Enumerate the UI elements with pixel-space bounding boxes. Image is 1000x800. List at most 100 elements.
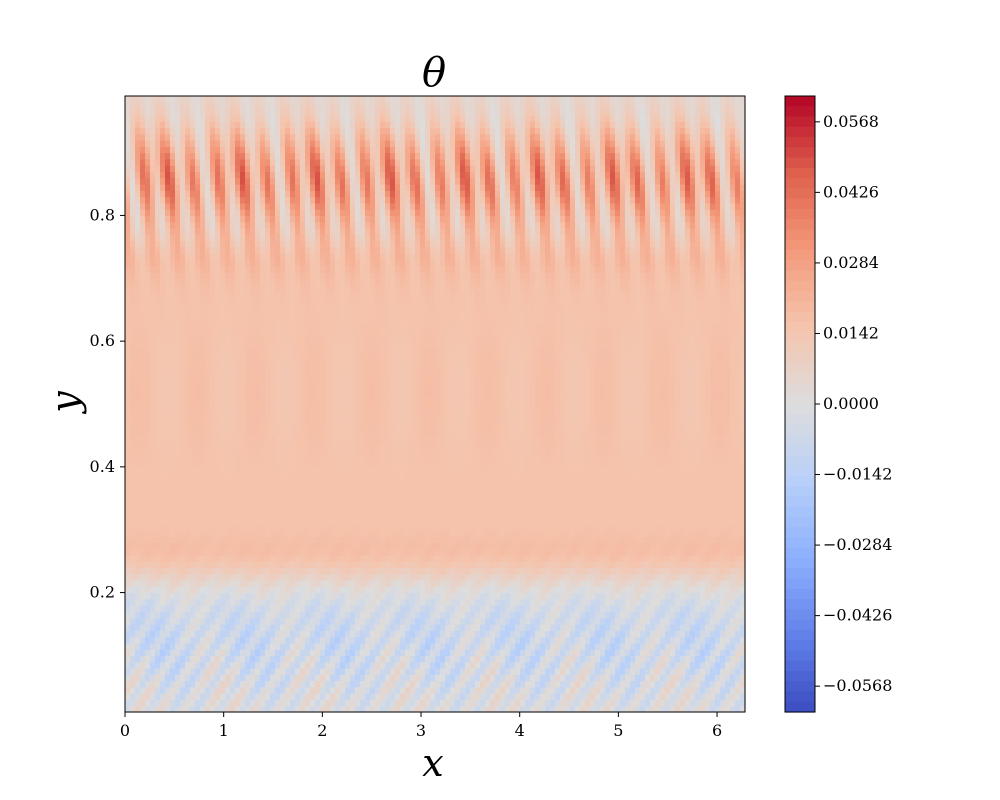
heatmap-cell	[190, 705, 196, 713]
heatmap-cell	[705, 492, 711, 499]
heatmap-cell	[675, 466, 681, 474]
heatmap-cell	[340, 536, 346, 543]
heatmap-cell	[400, 680, 406, 688]
heatmap-cell	[415, 598, 421, 606]
heatmap-cell	[635, 586, 641, 594]
heatmap-cell	[640, 573, 646, 581]
heatmap-cell	[455, 705, 461, 713]
heatmap-cell	[570, 466, 576, 474]
heatmap-cell	[360, 674, 366, 682]
heatmap-cell	[630, 517, 636, 525]
heatmap-cell	[380, 504, 386, 512]
heatmap-cell	[180, 649, 186, 657]
heatmap-cell	[495, 517, 501, 525]
heatmap-cell	[705, 523, 711, 531]
heatmap-cell	[135, 580, 141, 587]
heatmap-cell	[130, 598, 136, 606]
heatmap-cell	[310, 636, 316, 644]
heatmap-cell	[315, 649, 321, 657]
heatmap-cell	[410, 523, 416, 531]
heatmap-cell	[625, 661, 631, 669]
heatmap-cell	[565, 580, 571, 587]
heatmap-cell	[280, 498, 286, 506]
heatmap-cell	[720, 693, 726, 701]
heatmap-cell	[225, 617, 231, 625]
heatmap-cell	[685, 479, 691, 487]
heatmap-cell	[685, 498, 691, 506]
heatmap-cell	[320, 586, 326, 594]
heatmap-cell	[445, 661, 451, 669]
heatmap-cell	[265, 492, 271, 499]
heatmap-cell	[200, 498, 206, 506]
heatmap-cell	[495, 479, 501, 487]
heatmap-cell	[555, 492, 561, 499]
heatmap-cell	[315, 686, 321, 694]
heatmap-cell	[295, 611, 301, 619]
heatmap-cell	[185, 580, 191, 587]
heatmap-cell	[135, 586, 141, 594]
heatmap-cell	[295, 649, 301, 657]
heatmap-cell	[585, 586, 591, 594]
heatmap-cell	[350, 611, 356, 619]
heatmap-cell	[570, 548, 576, 556]
heatmap-cell	[300, 693, 306, 701]
heatmap-cell	[665, 686, 671, 694]
heatmap-cell	[350, 655, 356, 663]
heatmap-cell	[125, 510, 131, 518]
heatmap-cell	[400, 592, 406, 600]
heatmap-cell	[190, 498, 196, 506]
heatmap-cell	[600, 680, 606, 688]
heatmap-cell	[575, 485, 581, 493]
heatmap-cell	[230, 705, 236, 713]
heatmap-cell	[500, 567, 506, 575]
heatmap-cell	[420, 529, 426, 537]
heatmap-cell	[460, 573, 466, 581]
heatmap-cell	[470, 517, 476, 525]
heatmap-cell	[340, 485, 346, 493]
heatmap-cell	[675, 523, 681, 531]
heatmap-cell	[240, 693, 246, 701]
heatmap-cell	[415, 504, 421, 512]
heatmap-cell	[375, 699, 381, 707]
heatmap-cell	[255, 517, 261, 525]
heatmap-cell	[155, 649, 161, 657]
heatmap-cell	[665, 624, 671, 631]
heatmap-cell	[620, 504, 626, 512]
heatmap-cell	[220, 479, 226, 487]
heatmap-cell	[655, 655, 661, 663]
heatmap-cell	[230, 529, 236, 537]
heatmap-cell	[350, 680, 356, 688]
heatmap-cell	[215, 479, 221, 487]
heatmap-cell	[420, 504, 426, 512]
heatmap-cell	[455, 479, 461, 487]
heatmap-cell	[530, 510, 536, 518]
heatmap-cell	[685, 554, 691, 562]
heatmap-cell	[690, 510, 696, 518]
heatmap-cell	[365, 479, 371, 487]
heatmap-cell	[415, 567, 421, 575]
heatmap-cell	[270, 611, 276, 619]
heatmap-cell	[440, 630, 446, 638]
heatmap-cell	[475, 473, 481, 481]
heatmap-cell	[130, 542, 136, 550]
heatmap-cell	[560, 542, 566, 550]
heatmap-cell	[595, 624, 601, 631]
heatmap-cell	[545, 479, 551, 487]
heatmap-cell	[170, 592, 176, 600]
heatmap-cell	[160, 693, 166, 701]
heatmap-cell	[705, 598, 711, 606]
heatmap-cell	[420, 517, 426, 525]
heatmap-cell	[695, 504, 701, 512]
heatmap-cell	[330, 592, 336, 600]
heatmap-cell	[265, 592, 271, 600]
heatmap-cell	[280, 693, 286, 701]
heatmap-cell	[175, 674, 181, 682]
heatmap-cell	[340, 674, 346, 682]
heatmap-cell	[140, 611, 146, 619]
heatmap-cell	[395, 554, 401, 562]
heatmap-cell	[600, 466, 606, 474]
heatmap-cell	[690, 548, 696, 556]
heatmap-cell	[535, 586, 541, 594]
heatmap-cell	[350, 649, 356, 657]
heatmap-cell	[265, 548, 271, 556]
